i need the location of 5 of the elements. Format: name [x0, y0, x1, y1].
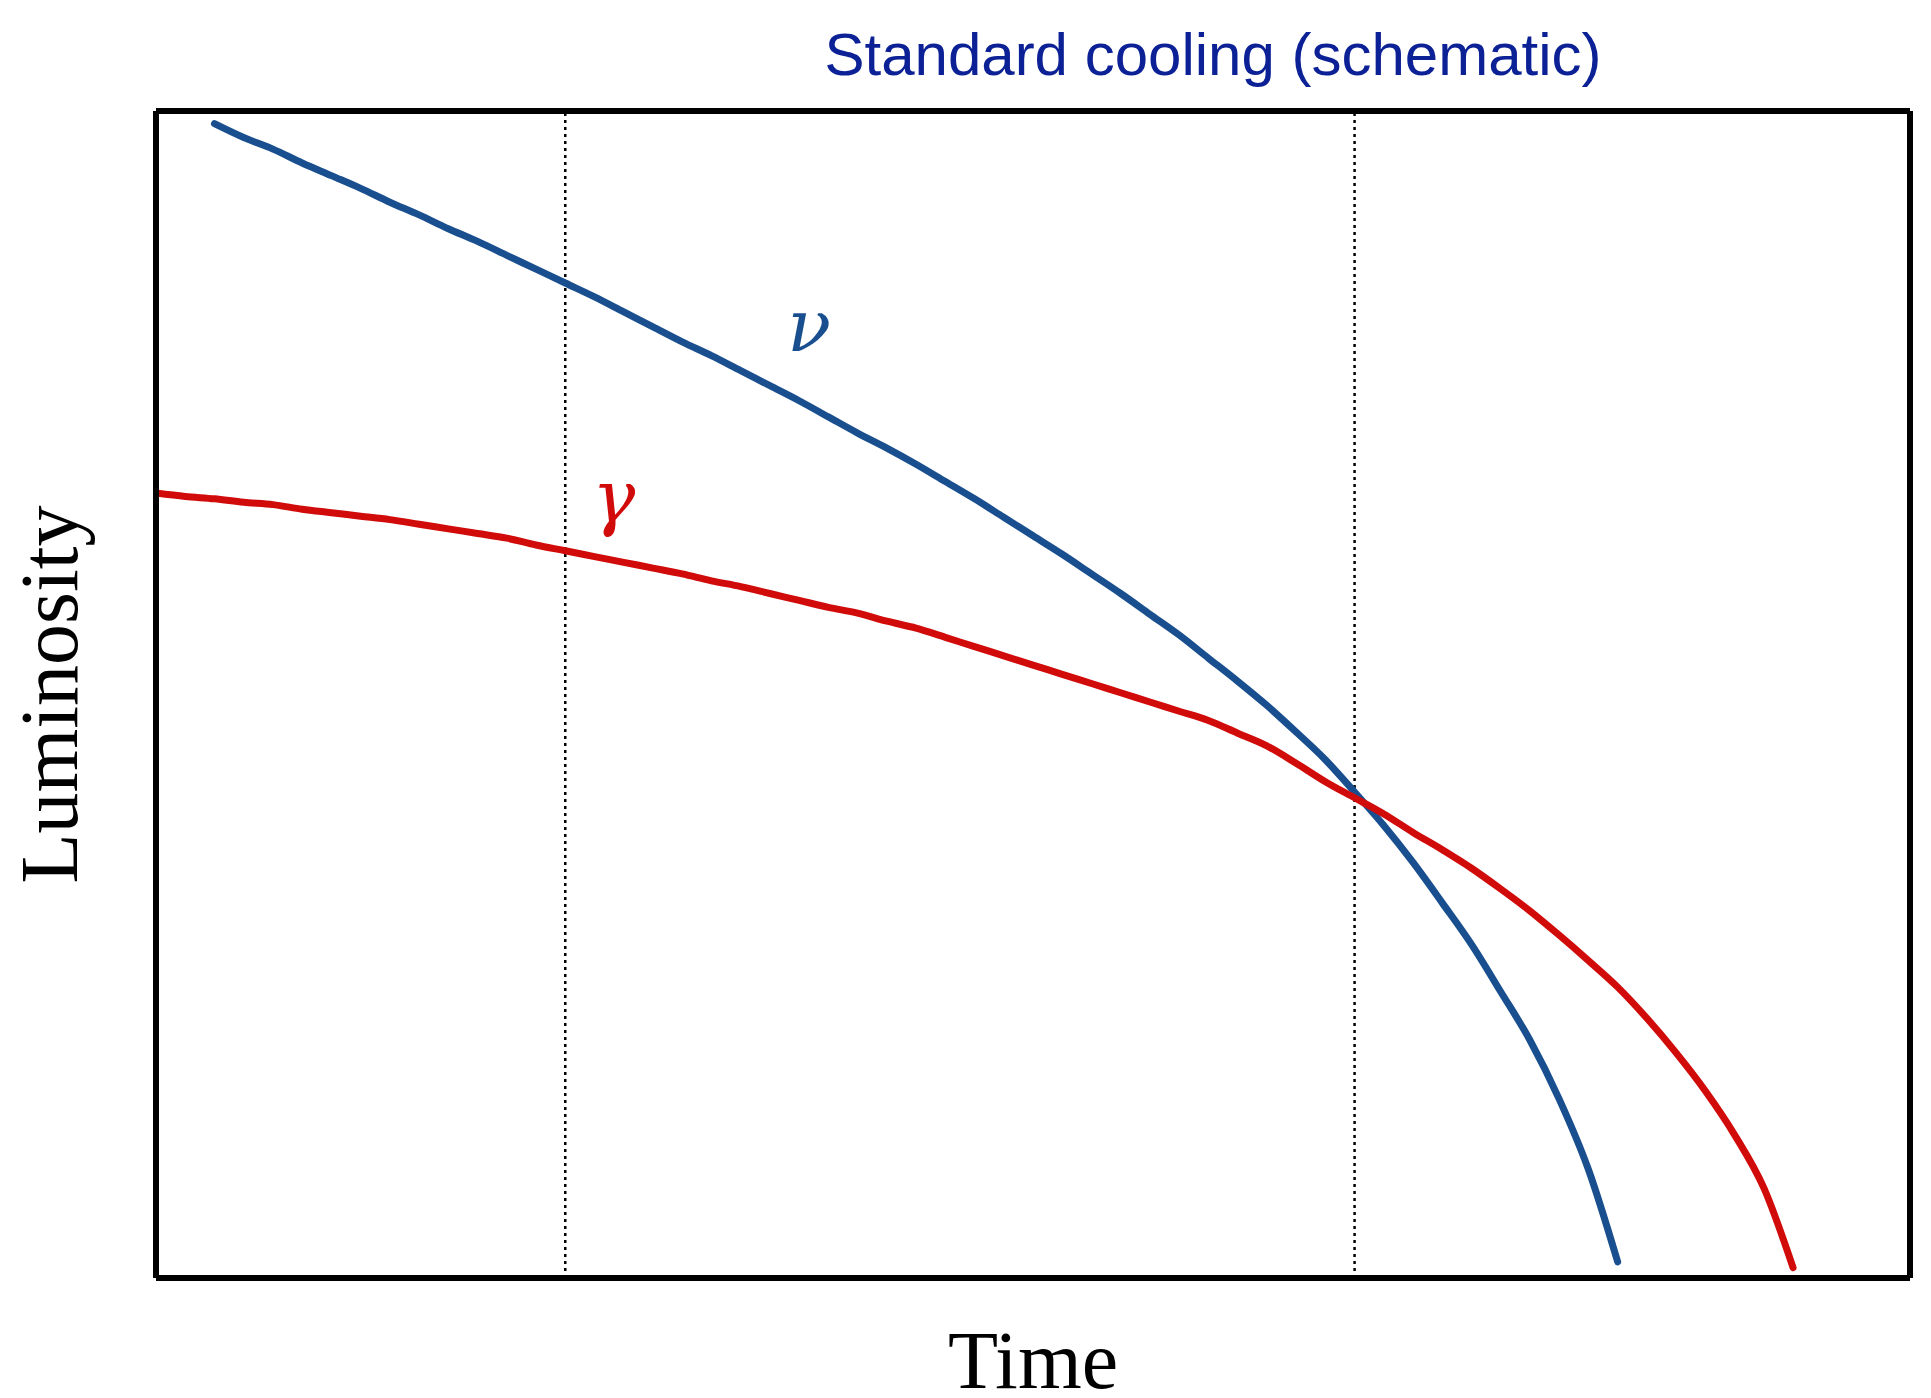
series-label: γ	[592, 455, 637, 540]
chart-title: Standard cooling (schematic)	[823, 20, 1603, 89]
x-axis-title: Time	[947, 1315, 1119, 1398]
y-axis-title: Luminosity	[4, 505, 96, 884]
series-label: ν	[787, 283, 832, 368]
